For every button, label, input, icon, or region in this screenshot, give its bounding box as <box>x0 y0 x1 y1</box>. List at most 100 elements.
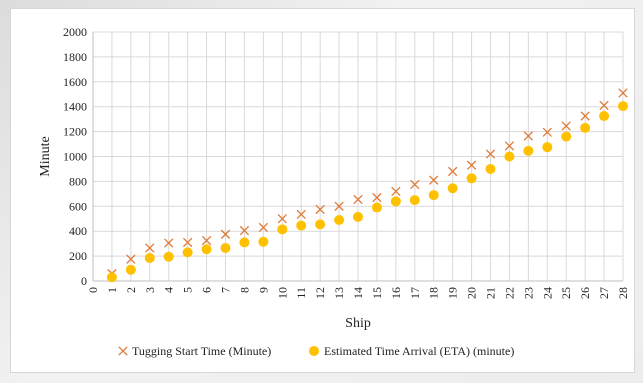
x-tick-label: 16 <box>389 287 403 299</box>
tugging-start-point <box>277 214 287 224</box>
eta-point <box>353 211 363 222</box>
tugging-start-point <box>145 243 155 253</box>
tugging-start-point <box>372 192 382 203</box>
x-axis-title: Ship <box>345 316 371 331</box>
y-tick-label: 600 <box>69 199 87 213</box>
tugging-start-point <box>599 100 609 111</box>
series-layer <box>106 88 628 283</box>
marker-x-stroke <box>118 346 128 356</box>
y-tick-label: 200 <box>69 249 87 263</box>
y-tick-label: 400 <box>69 224 87 238</box>
x-tick-label: 6 <box>200 287 214 293</box>
x-tick-label: 10 <box>275 287 289 299</box>
eta-point <box>466 173 477 184</box>
x-tick-label: 21 <box>484 287 498 299</box>
tugging-start-point <box>164 238 174 248</box>
marker-x-stroke <box>239 225 250 236</box>
x-tick-label: 25 <box>559 287 573 299</box>
eta-point <box>277 224 288 235</box>
tugging-start-point <box>126 254 136 264</box>
marker-x-stroke <box>182 237 193 248</box>
eta-point <box>409 195 420 206</box>
eta-point <box>334 214 345 225</box>
x-tick-label: 17 <box>408 287 422 299</box>
eta-point <box>485 163 496 174</box>
x-tick-label: 28 <box>616 287 630 299</box>
y-tick-label: 1200 <box>63 125 87 139</box>
series-1 <box>107 88 628 279</box>
eta-point <box>258 236 269 247</box>
x-tick-label: 22 <box>502 287 516 299</box>
marker-x-stroke <box>391 186 401 197</box>
marker-x-stroke <box>164 238 174 248</box>
marker-x-stroke <box>277 214 287 224</box>
marker-x-stroke <box>429 175 439 185</box>
marker-x-stroke <box>561 121 571 131</box>
x-tick-label: 11 <box>294 287 308 299</box>
eta-point <box>618 101 628 112</box>
eta-point <box>523 145 534 156</box>
tugging-start-point <box>410 179 420 190</box>
tugging-start-point <box>353 194 363 205</box>
marker-x-stroke <box>296 209 306 220</box>
tugging-start-point <box>447 166 458 177</box>
tugging-start-point <box>523 131 534 141</box>
x-tick-label: 4 <box>162 287 176 293</box>
x-tick-label: 14 <box>351 287 365 299</box>
eta-point <box>542 142 553 153</box>
eta-point <box>580 122 591 133</box>
y-tick-label: 0 <box>81 274 87 288</box>
y-tick-label: 2000 <box>63 25 87 39</box>
x-tick-label: 0 <box>86 287 100 293</box>
x-tick-label: 18 <box>427 287 441 299</box>
tugging-start-point <box>220 229 231 239</box>
x-tick-label: 27 <box>597 287 611 299</box>
x-tick-label: 1 <box>105 287 119 293</box>
x-tick-label: 19 <box>446 287 460 299</box>
eta-point <box>447 183 458 194</box>
tugging-start-point <box>429 175 439 185</box>
y-tick-label: 800 <box>69 174 87 188</box>
tugging-start-point <box>258 222 269 233</box>
legend-marker-eta <box>309 346 319 356</box>
y-tick-label: 1400 <box>63 100 87 114</box>
y-tick-labels: 0 200 400 600 800 1000 1200 1400 1600 1800 2000 <box>63 25 87 288</box>
legend-label-tugging: Tugging Start Time (Minute) <box>132 344 271 358</box>
tugging-start-point <box>201 235 212 246</box>
legend-label-eta: Estimated Time Arrival (ETA) (minute) <box>324 344 514 358</box>
x-tick-label: 2 <box>124 287 138 293</box>
marker-x-stroke <box>334 201 344 211</box>
marker-x-stroke <box>542 127 552 137</box>
marker-x-stroke <box>372 192 382 203</box>
marker-x-stroke <box>258 222 269 233</box>
marker-x-stroke <box>504 141 515 151</box>
series-2 <box>106 101 628 283</box>
axes <box>92 32 623 282</box>
tugging-start-point <box>391 186 401 197</box>
eta-point <box>201 244 212 255</box>
eta-point <box>182 247 193 258</box>
tugging-start-point <box>296 209 306 220</box>
tugging-start-point <box>239 225 250 236</box>
legend: Tugging Start Time (Minute) Estimated Tim… <box>118 344 514 358</box>
tugging-start-point <box>561 121 571 131</box>
marker-x-stroke <box>315 204 325 215</box>
y-axis-title: Minute <box>38 136 53 176</box>
tugging-start-point <box>485 149 496 159</box>
grid-lines <box>92 31 624 282</box>
tugging-start-point <box>466 160 477 170</box>
marker-x-stroke <box>466 160 477 170</box>
eta-point <box>163 251 174 262</box>
x-tick-label: 26 <box>578 287 592 299</box>
x-tick-label: 23 <box>521 287 535 299</box>
eta-point <box>504 151 515 162</box>
x-tick-label: 8 <box>237 287 251 293</box>
marker-x-stroke <box>220 229 231 239</box>
eta-point <box>599 111 610 122</box>
marker-x-stroke <box>523 131 534 141</box>
y-tick-label: 1800 <box>63 50 87 64</box>
eta-point <box>296 220 307 231</box>
tugging-start-point <box>542 127 552 137</box>
